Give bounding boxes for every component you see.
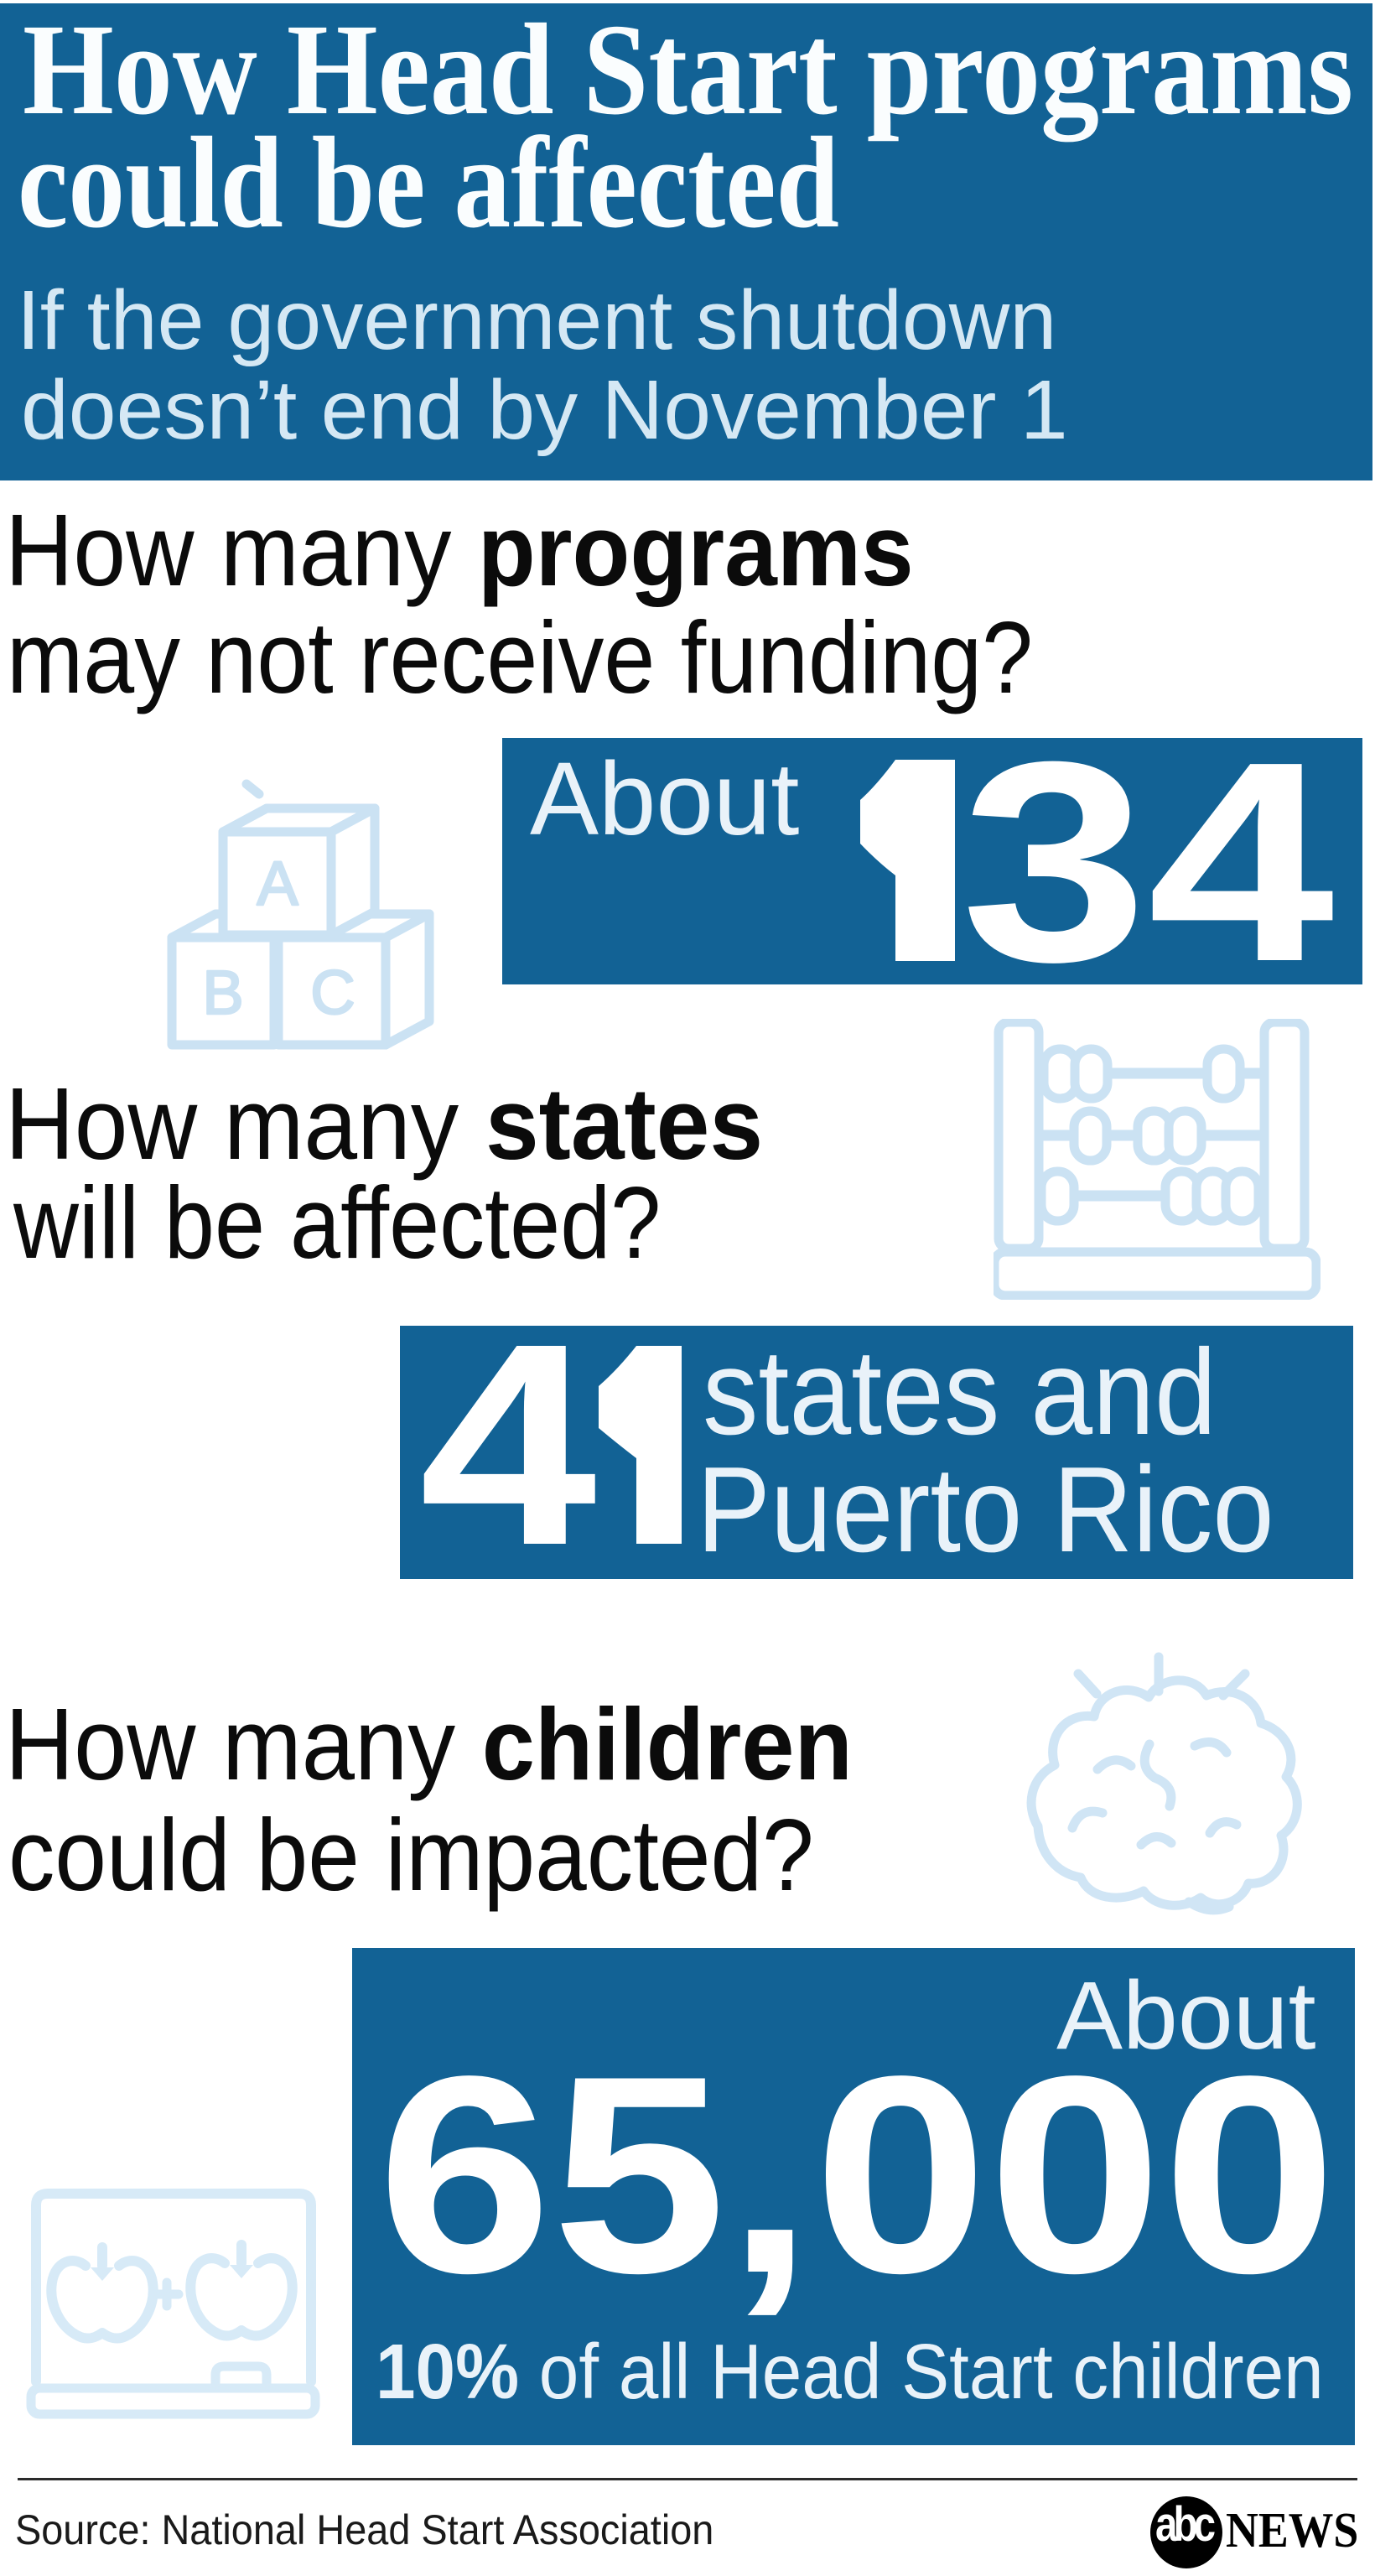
svg-text:A: A xyxy=(257,849,298,918)
svg-text:C: C xyxy=(310,958,355,1027)
svg-text:B: B xyxy=(202,958,243,1027)
